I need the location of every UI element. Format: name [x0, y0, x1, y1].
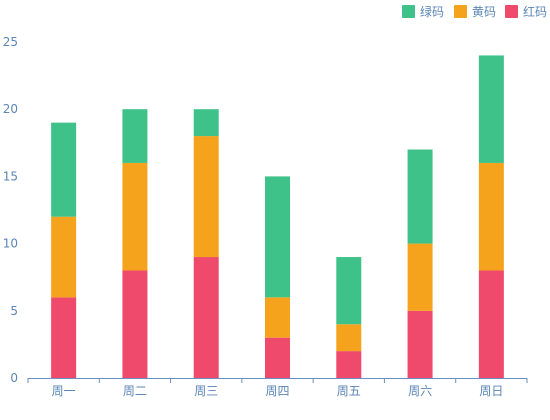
x-tick-label: 周三	[194, 384, 218, 398]
bar-segment[interactable]	[122, 109, 148, 163]
legend-label: 红码	[523, 4, 547, 19]
bar-segment[interactable]	[51, 297, 77, 378]
y-tick-label: 25	[3, 35, 18, 49]
x-tick-label: 周四	[265, 384, 289, 398]
legend-item[interactable]: 黄码	[454, 5, 496, 19]
bar-segment[interactable]	[478, 162, 504, 271]
legend-label: 黄码	[472, 5, 496, 19]
bar-segment[interactable]	[265, 337, 290, 378]
bar-segment[interactable]	[336, 324, 362, 352]
y-tick-label: 5	[10, 304, 18, 318]
bar-segment[interactable]	[193, 136, 219, 258]
bar-segment[interactable]	[51, 216, 77, 298]
bar-segment[interactable]	[336, 257, 362, 325]
x-tick-label: 周一	[52, 384, 76, 398]
bar-segment[interactable]	[265, 297, 290, 338]
x-tick-label: 周五	[337, 384, 361, 398]
bar-series	[51, 55, 504, 378]
legend-swatch	[402, 5, 415, 18]
x-tick-label: 周二	[123, 384, 147, 398]
bar-segment[interactable]	[407, 149, 433, 244]
legend-swatch	[505, 5, 518, 18]
x-axis: 周一 周二 周三 周四 周五 周六 周日	[27, 378, 528, 398]
legend-label: 绿码	[420, 4, 444, 19]
bar-segment[interactable]	[478, 55, 504, 163]
legend-item[interactable]: 绿码	[402, 4, 444, 19]
bar-segment[interactable]	[407, 310, 433, 378]
y-axis: 0 5 10 15 20 25	[3, 35, 18, 385]
bar-segment[interactable]	[407, 243, 433, 311]
chart-legend: 绿码 黄码 红码	[402, 4, 547, 19]
x-tick-label: 周六	[408, 384, 432, 398]
legend-swatch	[454, 5, 467, 18]
bar-segment[interactable]	[122, 270, 148, 378]
bar-segment[interactable]	[51, 122, 77, 217]
bar-segment[interactable]	[478, 270, 504, 378]
legend-item[interactable]: 红码	[505, 4, 547, 19]
bar-segment[interactable]	[122, 162, 148, 271]
bar-segment[interactable]	[193, 109, 219, 137]
bar-segment[interactable]	[193, 257, 219, 378]
y-tick-label: 10	[3, 237, 18, 251]
x-tick-label: 周日	[479, 384, 503, 398]
y-tick-label: 0	[10, 371, 18, 385]
bar-segment[interactable]	[336, 351, 362, 378]
y-tick-label: 15	[3, 169, 18, 183]
bar-segment[interactable]	[265, 176, 290, 298]
y-tick-label: 20	[3, 102, 18, 116]
